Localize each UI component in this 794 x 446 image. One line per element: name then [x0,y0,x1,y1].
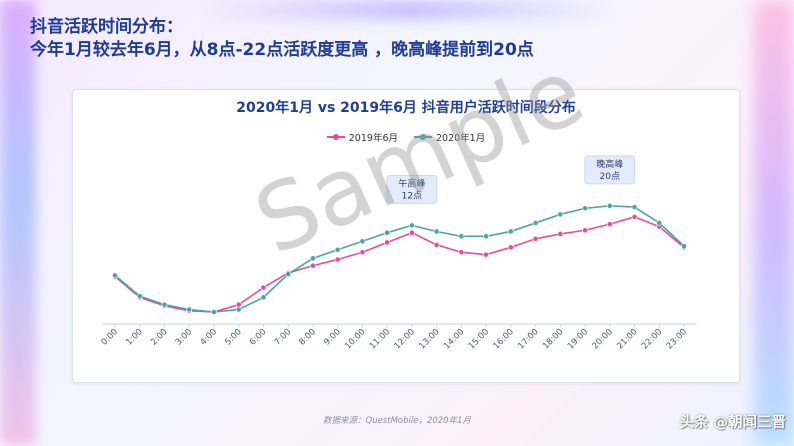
legend-swatch-2019 [326,133,345,141]
x-tick-label: 19:00 [566,327,590,351]
x-tick-label: 7:00 [273,327,294,348]
chart-legend: 2019年6月 2020年1月 [73,130,739,144]
x-tick-label: 22:00 [640,327,664,351]
data-point-2019 [631,213,638,220]
data-point-2019 [557,231,564,237]
legend-swatch-2020 [414,133,432,141]
x-tick-label: 23:00 [665,327,689,351]
data-point-2020 [260,294,267,301]
chart-title: 2020年1月 vs 2019年6月 抖音用户活跃时间段分布 [236,100,576,116]
data-point-2020 [334,246,341,253]
series-line-2019 [114,216,685,313]
data-point-2020 [681,243,687,250]
data-point-2020 [557,211,564,218]
x-tick-label: 18:00 [541,327,565,351]
right-glow-decoration [754,0,794,446]
data-point-2020 [532,220,539,226]
x-tick-label: 15:00 [467,327,491,351]
line-chart-plot: 0:00 1:00 2:00 3:00 4:00 5:00 6:00 7:00 8:00 9:00… [100,155,697,351]
data-source-note: 数据来源：QuestMobile，2020年1月 [323,416,471,426]
x-tick-label: 1:00 [124,327,145,348]
peak-callout-box [584,155,636,185]
legend-item-2020: 2020年1月 [414,130,485,144]
x-tick-label: 16:00 [492,327,516,351]
chart-card: 2020年1月 vs 2019年6月 抖音用户活跃时间段分布 2019年6月 2… [72,89,740,383]
data-point-2019 [334,256,341,263]
data-point-2020 [285,271,292,278]
data-point-2020 [656,220,663,226]
x-tick-label: 10:00 [343,327,367,351]
data-point-2020 [186,306,193,313]
slide-headline: 抖音活跃时间分布： 今年1月较去年6月，从8点-22点活跃度更高 ，晚高峰提前到… [30,16,534,62]
left-glow-decoration [0,0,36,446]
x-tick-label: 9:00 [322,327,343,348]
legend-label-2020: 2020年1月 [436,133,486,144]
x-tick-label: 14:00 [442,327,466,351]
x-tick-label: 12:00 [393,327,417,351]
data-point-2019 [483,251,489,258]
data-point-2020 [359,238,366,245]
x-tick-label: 17:00 [516,327,540,351]
headline-line-2: 今年1月较去年6月，从8点-22点活跃度更高 ，晚高峰提前到20点 [30,40,534,60]
data-point-2020 [483,233,489,240]
top-glow-decoration [200,0,620,20]
data-point-2019 [359,249,366,256]
data-point-2019 [384,239,391,246]
peak-callout-title: 晚高峰 [596,158,623,170]
data-point-2019 [458,249,465,256]
x-tick-label: 5:00 [223,327,244,348]
x-tick-label: 3:00 [174,327,195,348]
data-point-2019 [606,221,613,228]
data-point-2019 [260,284,267,291]
data-point-2020 [384,229,391,236]
data-point-2019 [582,227,588,234]
x-tick-label: 20:00 [591,327,615,351]
x-tick-label: 4:00 [199,327,220,348]
data-point-2020 [631,204,638,210]
x-tick-label: 21:00 [615,327,639,351]
x-tick-label: 0:00 [100,327,121,348]
data-point-2020 [458,233,465,240]
data-point-2019 [507,244,514,251]
peak-callout-time: 20点 [600,171,620,182]
data-point-2020 [433,228,440,235]
peak-callout-box [386,174,438,204]
data-point-2019 [235,301,242,308]
peak-callout-time: 12点 [402,190,422,201]
data-point-2019 [532,235,539,242]
data-point-2020 [112,272,118,279]
legend-label-2019: 2019年6月 [348,133,398,144]
x-tick-label: 11:00 [368,327,392,351]
data-point-2020 [310,255,316,262]
peak-callout-title: 午高峰 [398,177,425,189]
headline-line-1: 抖音活跃时间分布： [30,17,183,37]
x-tick-label: 8:00 [297,327,318,348]
data-point-2019 [433,241,440,248]
data-point-2020 [235,306,242,313]
x-tick-label: 2:00 [149,327,170,348]
data-point-2019 [310,262,316,269]
data-point-2019 [408,229,415,236]
legend-item-2019: 2019年6月 [326,130,398,144]
x-tick-label: 6:00 [248,327,269,348]
data-point-2020 [136,293,143,300]
series-line-2020 [114,205,685,313]
data-point-2020 [606,202,613,209]
data-point-2020 [211,309,217,315]
data-point-2020 [161,301,168,308]
author-credit: 头条 @朝闻三晋 [679,415,786,431]
data-point-2020 [582,205,588,212]
data-point-2020 [507,228,514,235]
data-point-2020 [408,222,415,229]
x-tick-label: 13:00 [417,327,441,351]
